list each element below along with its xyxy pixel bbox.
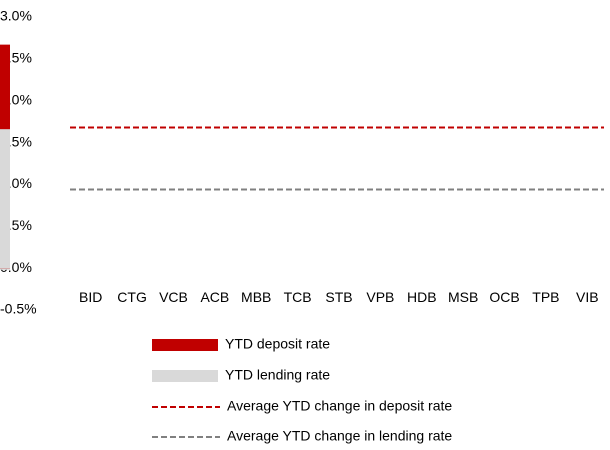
legend-label: Average YTD change in deposit rate [227, 398, 452, 414]
x-tick-label: HDB [407, 289, 437, 305]
legend-label: Average YTD change in lending rate [227, 428, 452, 444]
x-tick-label: VIB [576, 289, 599, 305]
x-tick-label: TCB [284, 289, 312, 305]
x-tick-label: MSB [448, 289, 478, 305]
x-tick-label: VCB [159, 289, 188, 305]
y-tick-label: -0.5% [0, 301, 37, 317]
y-tick-label: 3.0% [0, 8, 32, 24]
x-tick-label: OCB [489, 289, 519, 305]
x-tick-label: ACB [200, 289, 229, 305]
bar [0, 129, 10, 269]
legend-swatch [152, 370, 218, 382]
bar [0, 268, 10, 270]
legend-swatch [152, 339, 218, 351]
legend-label: YTD deposit rate [225, 336, 330, 352]
x-tick-label: CTG [117, 289, 147, 305]
x-tick-label: TPB [532, 289, 559, 305]
legend-label: YTD lending rate [225, 367, 330, 383]
x-tick-label: BID [79, 289, 102, 305]
x-tick-label: VPB [366, 289, 394, 305]
x-tick-label: MBB [241, 289, 271, 305]
x-tick-label: STB [325, 289, 352, 305]
